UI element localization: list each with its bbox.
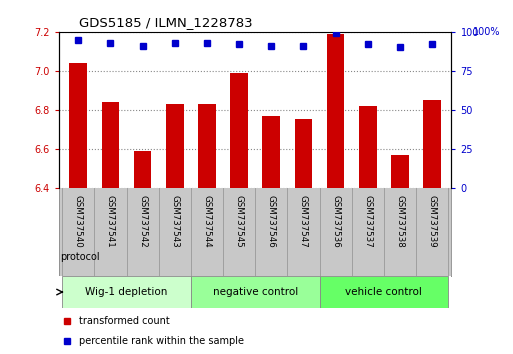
Text: GSM737539: GSM737539 [428, 195, 437, 247]
Bar [198, 104, 216, 188]
Bar [230, 73, 248, 188]
Text: GSM737542: GSM737542 [138, 195, 147, 247]
Text: Wig-1 depletion: Wig-1 depletion [85, 287, 168, 297]
Text: GSM737543: GSM737543 [170, 195, 180, 247]
Bar [423, 100, 441, 188]
Bar [294, 120, 312, 188]
Text: GSM737537: GSM737537 [363, 195, 372, 247]
Text: vehicle control: vehicle control [345, 287, 422, 297]
Text: GSM737545: GSM737545 [234, 195, 244, 247]
Bar [391, 155, 409, 188]
Y-axis label: 100%: 100% [473, 27, 501, 37]
Bar [327, 34, 345, 188]
Bar [191, 276, 320, 308]
Text: protocol: protocol [60, 252, 99, 262]
Text: GDS5185 / ILMN_1228783: GDS5185 / ILMN_1228783 [78, 16, 252, 29]
Bar [69, 63, 87, 188]
Text: negative control: negative control [212, 287, 298, 297]
Text: GSM737538: GSM737538 [396, 195, 404, 247]
Text: GSM737541: GSM737541 [106, 195, 115, 247]
Text: GSM737546: GSM737546 [267, 195, 276, 247]
Bar [359, 106, 377, 188]
Text: transformed count: transformed count [78, 316, 169, 326]
Text: GSM737540: GSM737540 [74, 195, 83, 247]
Bar [62, 276, 191, 308]
Bar [134, 151, 151, 188]
Bar [320, 276, 448, 308]
Text: GSM737536: GSM737536 [331, 195, 340, 247]
Text: GSM737547: GSM737547 [299, 195, 308, 247]
Text: percentile rank within the sample: percentile rank within the sample [78, 336, 244, 346]
Text: GSM737544: GSM737544 [203, 195, 211, 247]
Bar [166, 104, 184, 188]
Bar [263, 116, 280, 188]
Bar [102, 102, 120, 188]
